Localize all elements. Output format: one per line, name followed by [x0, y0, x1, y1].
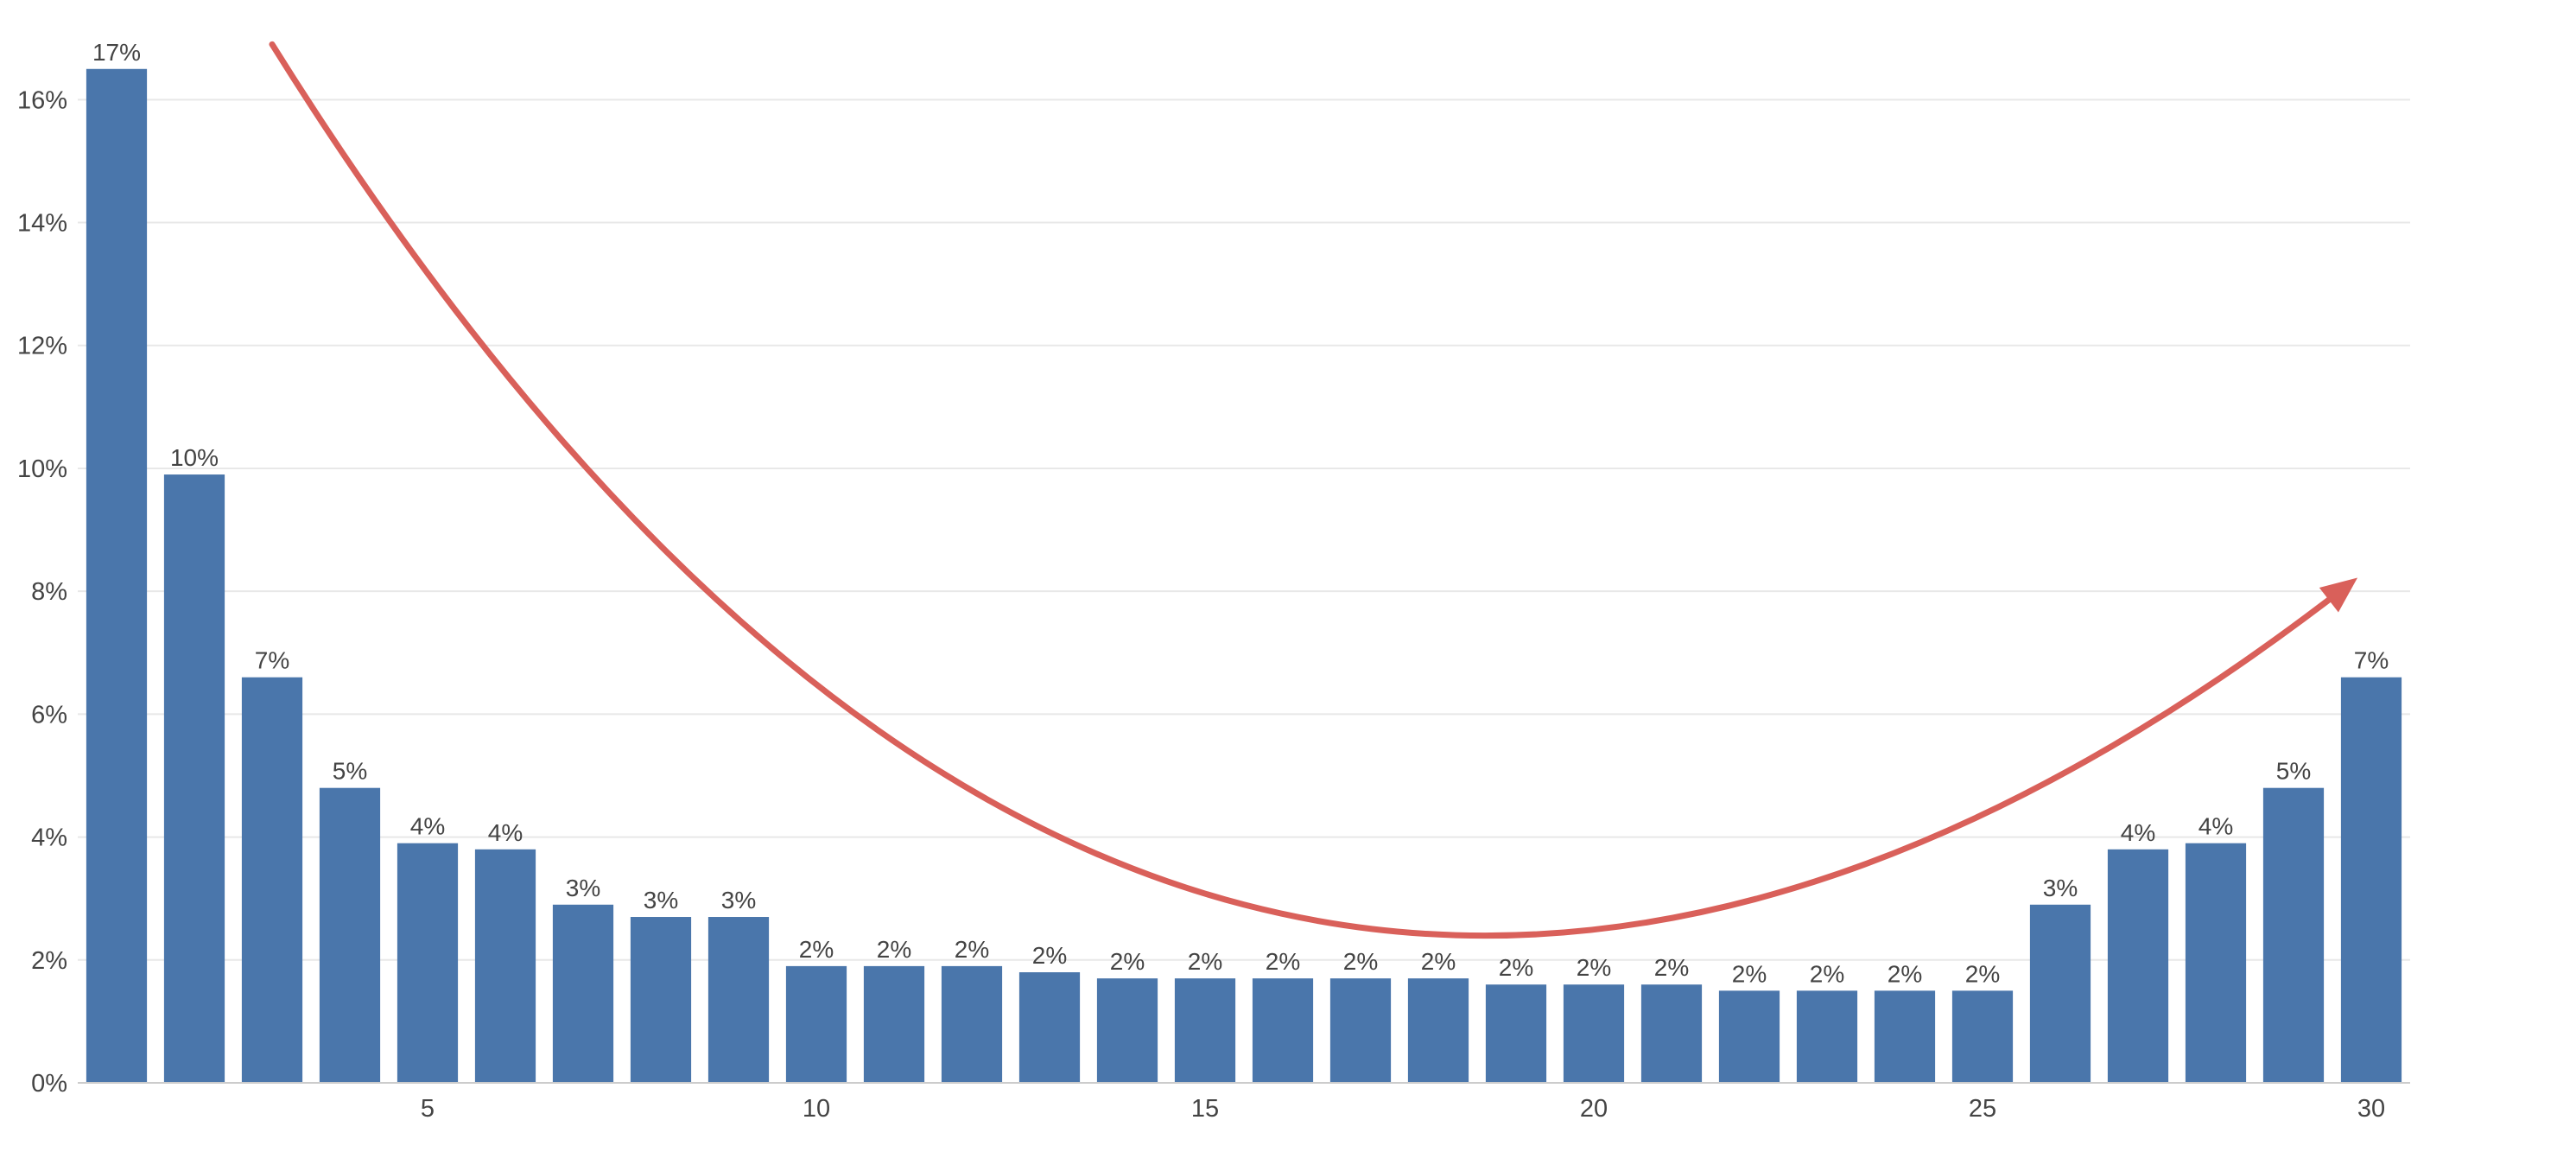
- arrowhead-icon: [2319, 577, 2358, 613]
- bar-value-label: 2%: [1499, 954, 1533, 981]
- bar-value-label: 2%: [1421, 948, 1456, 975]
- bar-value-label: 2%: [1266, 948, 1300, 975]
- x-tick-label: 10: [803, 1095, 830, 1123]
- bar: [630, 917, 692, 1083]
- bar-value-label: 2%: [1188, 948, 1222, 975]
- bar: [1718, 990, 1780, 1083]
- y-tick-label: 14%: [17, 210, 67, 238]
- bar: [1640, 984, 1703, 1083]
- bar-value-label: 10%: [170, 444, 219, 471]
- bars: [86, 68, 2402, 1084]
- bar: [1174, 978, 1236, 1083]
- bar-value-label: 7%: [255, 647, 289, 674]
- y-axis: 0% 2% 4% 6% 8% 10% 12% 14% 16%: [17, 86, 67, 1098]
- bar: [1096, 978, 1158, 1083]
- y-tick-label: 16%: [17, 86, 67, 114]
- bar-value-label: 3%: [644, 887, 678, 913]
- trend-arrow-annotation: [269, 41, 2358, 939]
- bar-value-label: 2%: [1888, 960, 1922, 987]
- x-tick-label: 15: [1191, 1095, 1219, 1123]
- y-tick-label: 6%: [31, 701, 67, 729]
- bar-value-label: 2%: [1577, 954, 1611, 981]
- bar: [319, 787, 381, 1083]
- bar: [1329, 978, 1392, 1083]
- bar-value-label: 2%: [1110, 948, 1145, 975]
- bar-value-label: 3%: [721, 887, 756, 913]
- bar: [1485, 984, 1547, 1083]
- bar-value-label: 2%: [955, 936, 989, 963]
- bar-value-label: 4%: [488, 819, 523, 846]
- bar: [2107, 849, 2169, 1083]
- bar-value-label: 2%: [1810, 960, 1844, 987]
- bar: [552, 904, 614, 1083]
- y-tick-label: 12%: [17, 333, 67, 360]
- bar-value-label: 2%: [1343, 948, 1378, 975]
- bar: [2029, 904, 2091, 1083]
- bar-value-label: 2%: [877, 936, 911, 963]
- bar-value-label: 3%: [2043, 875, 2078, 901]
- y-tick-label: 0%: [31, 1070, 67, 1098]
- y-tick-label: 2%: [31, 947, 67, 975]
- x-tick-label: 20: [1580, 1095, 1608, 1123]
- bar-value-label: 4%: [410, 813, 445, 840]
- y-tick-label: 8%: [31, 578, 67, 606]
- bar: [2185, 843, 2247, 1083]
- bar-value-label: 4%: [2198, 813, 2233, 840]
- bar: [1252, 978, 1314, 1083]
- bar-value-label: 2%: [1965, 960, 2000, 987]
- bar-value-label: 2%: [1732, 960, 1767, 987]
- bar: [941, 965, 1003, 1083]
- bar-value-label: 5%: [2276, 758, 2311, 785]
- bar: [1951, 990, 2014, 1083]
- bar: [1407, 978, 1469, 1083]
- bar-value-label: 2%: [1654, 954, 1689, 981]
- x-tick-label: 30: [2357, 1095, 2385, 1123]
- x-axis: 5 10 15 20 25 30: [78, 1082, 2410, 1123]
- bar: [397, 843, 459, 1083]
- bar-value-label: 5%: [333, 758, 367, 785]
- data-labels: 17% 10% 7% 5% 4% 4% 3% 3% 3% 2% 2% 2% 2% 2% 2% 2% 2% 2% 2%…: [92, 39, 2389, 988]
- bar-value-label: 7%: [2354, 647, 2389, 674]
- trend-arrow-curve: [269, 41, 2351, 939]
- bar-value-label: 2%: [1032, 942, 1067, 969]
- y-tick-label: 10%: [17, 455, 67, 483]
- bar: [1796, 990, 1858, 1083]
- bar: [863, 965, 925, 1083]
- bar-value-label: 4%: [2121, 819, 2155, 846]
- bar: [1874, 990, 1936, 1083]
- x-tick-label: 5: [421, 1095, 435, 1123]
- y-tick-label: 4%: [31, 824, 67, 852]
- bar: [163, 474, 225, 1083]
- bar: [785, 965, 847, 1083]
- bar: [707, 917, 770, 1083]
- bar-value-label: 2%: [799, 936, 834, 963]
- bar: [474, 849, 536, 1083]
- bar: [2340, 677, 2402, 1083]
- gridlines: [78, 99, 2410, 961]
- x-tick-label: 25: [1969, 1095, 1996, 1123]
- bar: [2262, 787, 2325, 1083]
- bar: [241, 677, 303, 1083]
- bar: [86, 68, 148, 1084]
- bar-value-label: 3%: [566, 875, 600, 901]
- bar: [1563, 984, 1625, 1083]
- bar-value-label: 17%: [92, 39, 141, 66]
- bar: [1018, 972, 1081, 1083]
